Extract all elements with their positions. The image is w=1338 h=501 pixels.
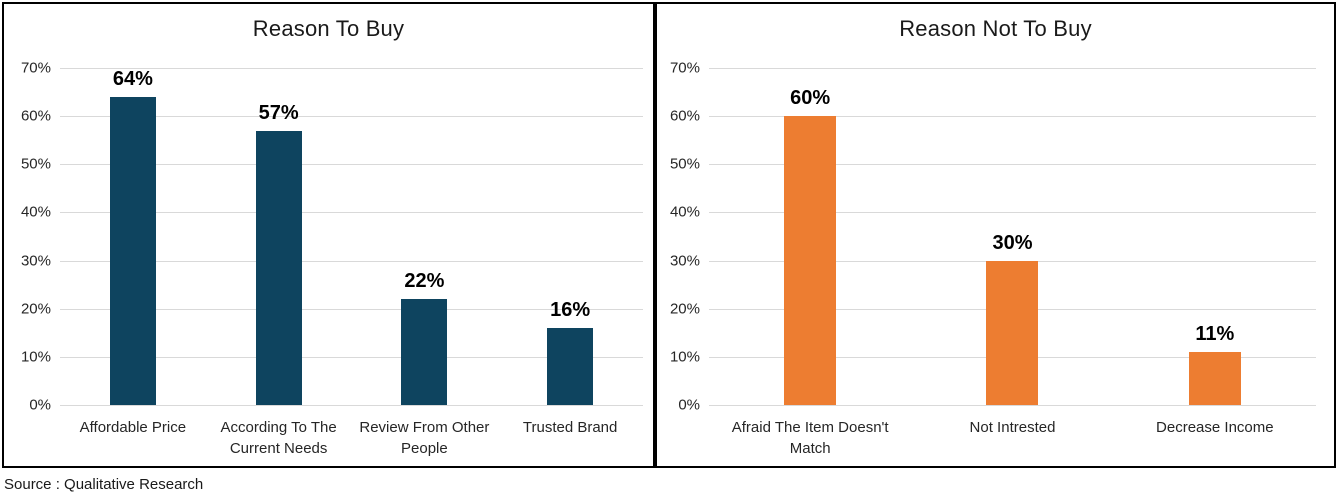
y-axis-tick-label: 40% <box>20 203 51 221</box>
bar <box>784 116 837 405</box>
bar-value-label: 30% <box>992 231 1033 254</box>
gridline <box>709 68 1316 69</box>
plot-area: 0% 10% 20% 30% 40% 50% 60% 70% 64% 57% 22% 16% Affor… <box>21 60 643 457</box>
bar-value-label: 11% <box>1195 323 1235 346</box>
y-axis-tick-label: 50% <box>669 155 700 173</box>
bar <box>986 260 1039 405</box>
category-label: Not Intrested <box>969 419 1056 436</box>
category-label: Trusted Brand <box>522 419 618 436</box>
gridline <box>709 116 1316 118</box>
gridline <box>60 68 643 69</box>
y-axis-tick-label: 60% <box>20 107 51 125</box>
y-axis-tick-label: 20% <box>669 300 700 318</box>
category-slot: 30% <box>911 68 1113 405</box>
bar-value-label: 57% <box>258 101 299 124</box>
y-axis-tick-label: 70% <box>669 59 700 77</box>
charts-row: Reason To Buy 0% 10% 20% 30% 40% 50% 60% 70% 64%… <box>2 2 1336 468</box>
category-label: Decrease Income <box>1156 419 1274 436</box>
gridline <box>60 405 643 406</box>
category-slot: 60% <box>709 68 911 405</box>
category-slot: 64% <box>60 68 206 405</box>
y-axis-tick-label: 0% <box>29 396 51 414</box>
source-note: Source : Qualitative Research <box>4 476 204 493</box>
y-axis-tick-label: 10% <box>20 348 51 366</box>
y-axis-tick-label: 10% <box>669 348 700 366</box>
gridline <box>60 260 643 262</box>
y-axis-tick-label: 60% <box>669 107 700 125</box>
category-label: According To The Current Needs <box>220 419 337 457</box>
chart-panel-reason-not-to-buy: Reason Not To Buy 0% 10% 20% 30% 40% 50% 60% 70… <box>655 2 1336 468</box>
gridline <box>709 164 1316 166</box>
gridline <box>60 116 643 118</box>
category-slot: 57% <box>206 68 352 405</box>
category-labels-row: Afraid The Item Doesn't Match Not Intrest… <box>709 405 1316 459</box>
y-axis-tick-label: 30% <box>20 252 51 270</box>
bar-value-label: 16% <box>550 298 591 321</box>
category-slot: 11% <box>1114 68 1316 405</box>
y-axis-tick-label: 20% <box>20 300 51 318</box>
bar <box>547 327 594 405</box>
bar-value-label: 60% <box>790 87 831 110</box>
bar-slots: 64% 57% 22% 16% <box>60 68 643 405</box>
bar <box>109 96 156 405</box>
bar <box>1188 352 1241 405</box>
category-label: Review From Other People <box>359 419 490 457</box>
gridline <box>60 212 643 214</box>
chart-title: Reason To Buy <box>252 16 405 41</box>
y-axis-tick-label: 30% <box>669 252 700 270</box>
y-axis-tick-label: 70% <box>20 59 51 77</box>
bar <box>255 130 302 405</box>
y-axis-tick-label: 40% <box>669 203 700 221</box>
gridline <box>60 308 643 310</box>
category-slot: 16% <box>497 68 643 405</box>
bar-value-label: 22% <box>404 270 445 293</box>
category-label: Affordable Price <box>79 419 187 436</box>
bar <box>401 299 448 405</box>
gridline <box>60 164 643 166</box>
y-axis-tick-label: 0% <box>678 396 700 414</box>
gridline <box>709 405 1316 406</box>
plot-area: 0% 10% 20% 30% 40% 50% 60% 70% 60% 30% 11% Afraid T… <box>670 60 1316 457</box>
chart-title: Reason Not To Buy <box>899 16 1092 41</box>
category-labels-row: Affordable Price According To The Current… <box>60 405 643 459</box>
category-slot: 22% <box>352 68 498 405</box>
gridline <box>60 356 643 358</box>
chart-panel-reason-to-buy: Reason To Buy 0% 10% 20% 30% 40% 50% 60% 70% 64%… <box>2 2 655 468</box>
category-label: Afraid The Item Doesn't Match <box>731 419 889 457</box>
y-axis-tick-label: 50% <box>20 155 51 173</box>
bar-value-label: 64% <box>112 67 153 90</box>
gridline <box>709 212 1316 214</box>
bar-slots: 60% 30% 11% <box>709 68 1316 405</box>
